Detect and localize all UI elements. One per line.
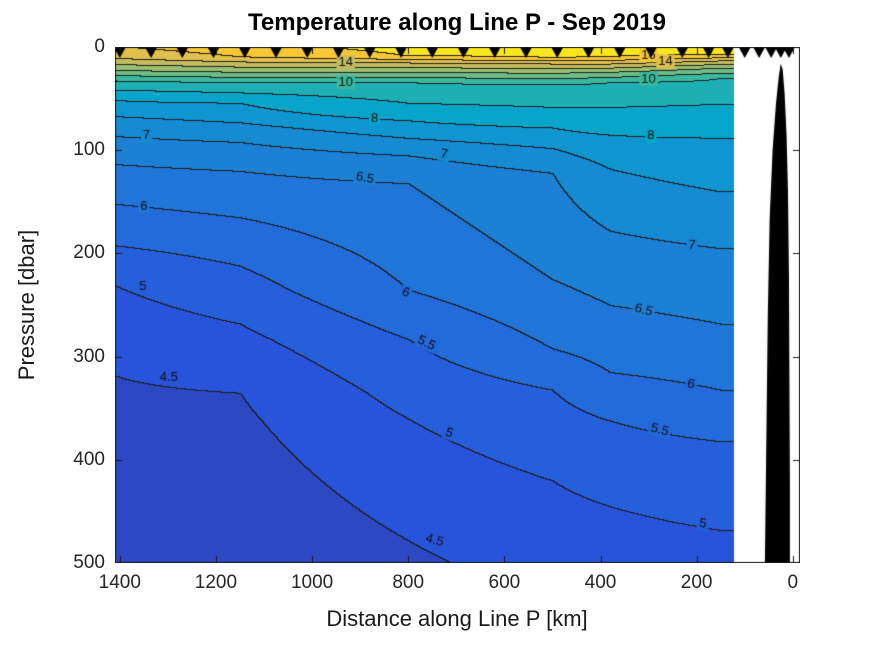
chart-title: Temperature along Line P - Sep 2019: [248, 9, 666, 36]
x-tick-label: 1400: [98, 572, 141, 593]
x-tick-label: 800: [392, 572, 425, 593]
y-tick-label: 0: [94, 36, 105, 57]
x-tick-label: 600: [488, 572, 521, 593]
contour-plot-canvas: [115, 47, 800, 563]
y-axis-label: Pressure [dbar]: [14, 229, 39, 381]
y-tick-label: 200: [73, 242, 105, 264]
y-tick-label: 400: [73, 448, 105, 470]
y-tick-label: 300: [73, 345, 105, 367]
x-axis-label: Distance along Line P [km]: [326, 606, 588, 631]
x-tick-label: 200: [680, 572, 713, 593]
x-tick-label: 0: [787, 572, 799, 593]
x-tick-label: 1200: [194, 572, 238, 593]
y-tick-label: 500: [73, 552, 105, 573]
x-tick-label: 1000: [290, 572, 334, 593]
y-tick-label: 100: [73, 139, 105, 161]
x-tick-label: 400: [584, 572, 617, 593]
